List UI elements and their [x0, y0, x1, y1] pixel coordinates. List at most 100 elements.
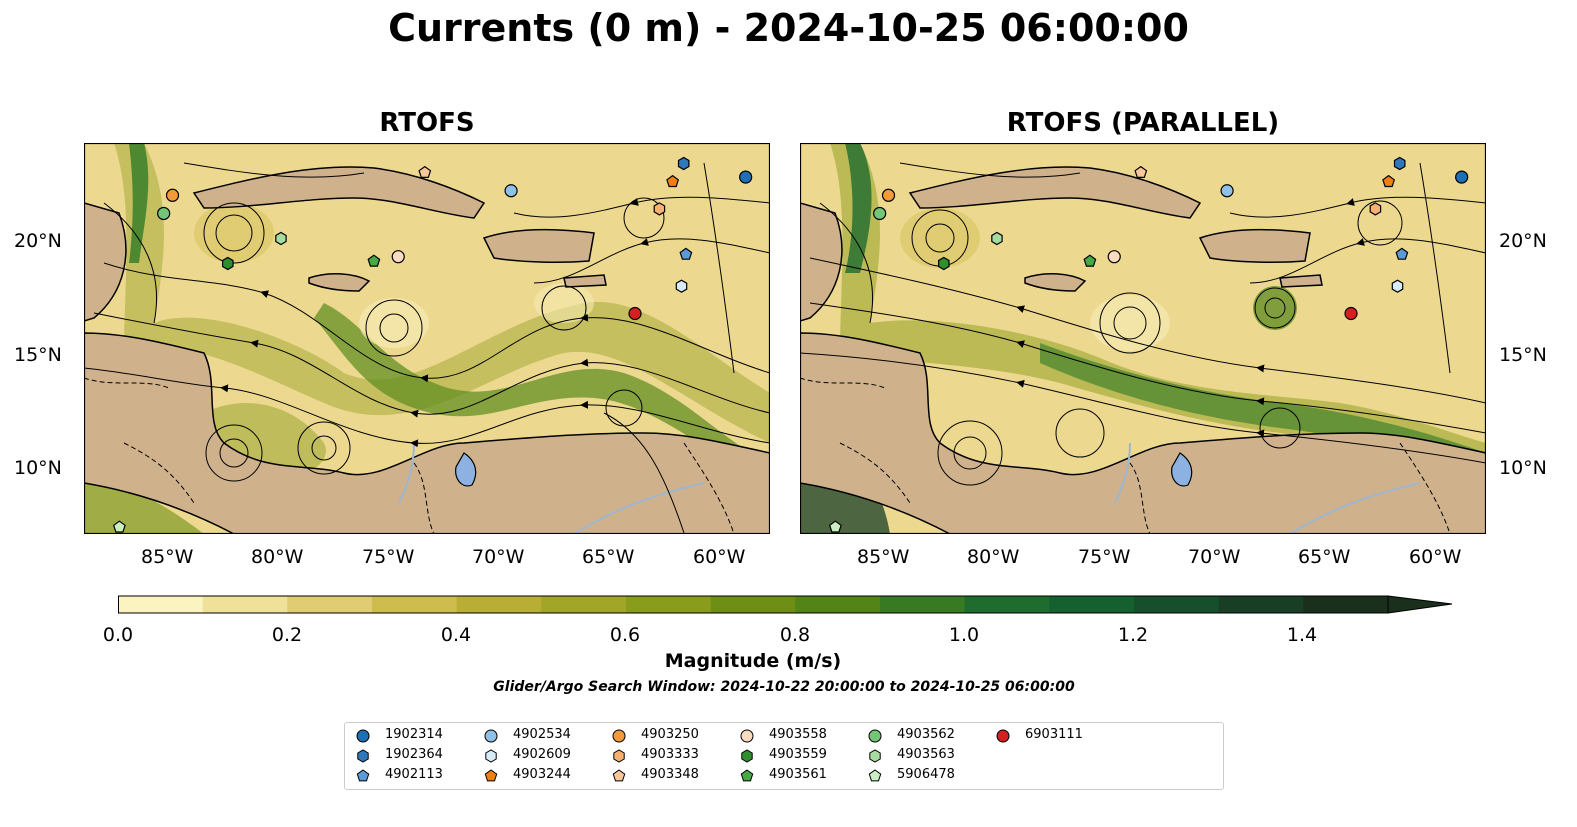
land-masses: [800, 166, 1486, 534]
panel-title-rtofs: RTOFS: [379, 108, 475, 138]
legend-marker-icon: [612, 729, 626, 743]
legend-label: 4903244: [513, 767, 571, 782]
float-marker-4903244: [1382, 174, 1396, 188]
colorbar: [118, 595, 1453, 614]
country-borders: [84, 377, 735, 534]
legend-marker-icon: [868, 729, 882, 743]
legend-label: 5906478: [897, 767, 955, 782]
rivers: [1114, 442, 1421, 534]
lat-tick-15n: 15°N: [14, 344, 62, 366]
lon-tick-70w-right: 70°W: [1188, 546, 1241, 568]
lon-tick-70w: 70°W: [472, 546, 525, 568]
legend-label: 4903333: [641, 747, 699, 762]
legend-marker-icon: [484, 729, 498, 743]
legend-marker-icon: [868, 769, 882, 782]
legend-label: 4903558: [769, 727, 827, 742]
float-marker-4903348: [418, 165, 432, 179]
legend-label: 4903559: [769, 747, 827, 762]
float-marker-4903250: [165, 188, 180, 202]
rivers: [398, 442, 705, 534]
legend-marker-icon: [612, 769, 626, 782]
colorbar-segment: [1218, 596, 1304, 613]
legend-marker-icon: [613, 749, 625, 763]
float-marker-4902534: [504, 184, 518, 198]
float-marker-5906478: [112, 520, 126, 533]
colorbar-segment: [1049, 596, 1135, 613]
float-marker-1902314: [739, 170, 753, 184]
lon-tick-65w: 65°W: [582, 546, 635, 568]
legend-label: 1902314: [385, 727, 443, 742]
colorbar-segment: [710, 596, 796, 613]
colorbar-segment: [626, 596, 712, 613]
lon-tick-80w: 80°W: [251, 546, 304, 568]
legend-marker-icon: [869, 749, 881, 763]
float-marker-4903562: [873, 206, 887, 221]
legend-label: 4903561: [769, 767, 827, 782]
float-marker-4902113: [1395, 247, 1409, 260]
legend-marker-icon: [357, 749, 369, 763]
float-marker-4902609: [675, 279, 688, 293]
colorbar-segment: [287, 596, 373, 613]
lon-tick-85w: 85°W: [141, 546, 194, 568]
colorbar-tick-3: 0.6: [609, 624, 641, 646]
lon-tick-60w: 60°W: [693, 546, 746, 568]
legend-label: 4903562: [897, 727, 955, 742]
legend-marker-icon: [996, 729, 1010, 743]
float-marker-4903559: [938, 256, 950, 271]
float-marker-6903111: [1344, 306, 1358, 321]
search-window-caption: Glider/Argo Search Window: 2024-10-22 20…: [493, 679, 1075, 695]
colorbar-label: Magnitude (m/s): [664, 650, 842, 672]
colorbar-tick-5: 1.0: [948, 624, 980, 646]
legend-marker-icon: [484, 769, 498, 782]
float-marker-4903559: [222, 256, 234, 271]
colorbar-tick-6: 1.2: [1117, 624, 1149, 646]
colorbar-tick-2: 0.4: [440, 624, 472, 646]
float-marker-4903333: [1369, 202, 1382, 216]
country-borders: [800, 377, 1451, 534]
float-marker-4903558: [391, 250, 405, 264]
lakes: [455, 452, 477, 487]
colorbar-tick-7: 1.4: [1286, 624, 1318, 646]
float-marker-4903563: [275, 231, 287, 246]
lakes: [1171, 452, 1193, 487]
float-markers-rtofs-parallel: [828, 156, 1469, 533]
figure-title: Currents (0 m) - 2024-10-25 06:00:00: [388, 6, 1189, 50]
lat-tick-10n: 10°N: [14, 457, 62, 479]
colorbar-segment: [541, 596, 627, 613]
panel-title-rtofs-parallel: RTOFS (PARALLEL): [1006, 108, 1280, 138]
land-masses: [84, 166, 770, 534]
colorbar-segment: [964, 596, 1050, 613]
colorbar-segment: [372, 596, 458, 613]
float-marker-4903561: [367, 254, 381, 267]
colorbar-segment: [1303, 596, 1389, 613]
float-marker-1902364: [1393, 156, 1406, 171]
float-marker-6903111: [628, 306, 642, 321]
legend-marker-icon: [356, 729, 370, 743]
float-marker-1902364: [677, 156, 690, 171]
legend: 1902314 1902364 4902113 4902534 4902609 49032…: [344, 722, 1224, 790]
float-marker-4903333: [653, 202, 666, 216]
float-marker-4903558: [1107, 250, 1121, 264]
float-marker-4903244: [666, 174, 680, 188]
float-marker-4902609: [1391, 279, 1404, 293]
colorbar-tick-0: 0.0: [102, 624, 134, 646]
legend-label: 4902534: [513, 727, 571, 742]
legend-label: 1902364: [385, 747, 443, 762]
float-marker-4903250: [881, 188, 896, 202]
legend-marker-icon: [485, 749, 497, 763]
float-marker-4903348: [1134, 165, 1148, 179]
colorbar-segment: [1134, 596, 1220, 613]
legend-label: 4903250: [641, 727, 699, 742]
colorbar-segment: [880, 596, 966, 613]
float-marker-4903561: [1083, 254, 1097, 267]
lon-tick-60w-right: 60°W: [1409, 546, 1462, 568]
colorbar-tick-1: 0.2: [271, 624, 303, 646]
colorbar-tick-4: 0.8: [779, 624, 811, 646]
float-marker-4902534: [1220, 184, 1234, 198]
streamlines: [800, 162, 1486, 486]
float-marker-4903562: [157, 206, 171, 221]
legend-label: 4902113: [385, 767, 443, 782]
colorbar-segment: [456, 596, 542, 613]
lat-tick-20n-right: 20°N: [1499, 230, 1547, 252]
lon-tick-80w-right: 80°W: [967, 546, 1020, 568]
